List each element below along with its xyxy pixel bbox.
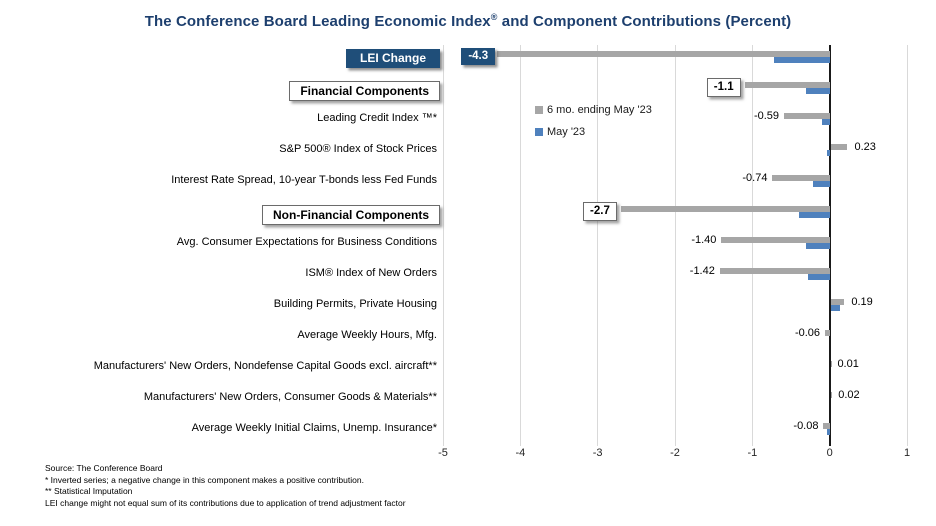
bar-may <box>806 243 830 249</box>
bar-6mo <box>823 423 830 429</box>
legend: 6 mo. ending May '23 May '23 <box>535 102 652 146</box>
category-label: S&P 500® Index of Stock Prices <box>279 143 437 155</box>
category-label: Avg. Consumer Expectations for Business … <box>176 236 437 248</box>
footnote-statistical-imputation: ** Statistical Imputation <box>45 486 133 496</box>
bar-6mo <box>830 299 845 305</box>
category-label: Leading Credit Index ™* <box>317 112 437 124</box>
x-tick-label: -2 <box>670 447 680 459</box>
bar-may <box>812 181 830 187</box>
category-label: Building Permits, Private Housing <box>273 298 437 310</box>
value-label: -0.08 <box>793 420 819 432</box>
x-tick-label: -3 <box>592 447 603 459</box>
x-tick-label: -4 <box>515 447 526 459</box>
legend-swatch-blue <box>535 127 543 136</box>
bar-6mo <box>784 113 830 119</box>
bar-6mo <box>825 330 830 336</box>
bar-6mo <box>719 268 830 274</box>
category-label: Manufacturers' New Orders, Nondefense Ca… <box>93 360 437 372</box>
footnotes: Source: The Conference Board * Inverted … <box>45 463 406 509</box>
value-label-section: -1.1 <box>706 78 741 97</box>
bar-6mo <box>497 51 830 57</box>
value-label: -1.42 <box>689 265 715 277</box>
value-label: -0.06 <box>794 327 821 339</box>
bar-6mo <box>721 237 830 243</box>
chart-title: The Conference Board Leading Economic In… <box>0 12 936 30</box>
bar-6mo <box>620 206 830 212</box>
x-tick-label: -1 <box>747 447 758 459</box>
value-label-lei: -4.3 <box>461 48 496 65</box>
chart-title-text: The Conference Board Leading Economic In… <box>144 13 491 30</box>
category-label: Interest Rate Spread, 10-year T-bonds le… <box>171 174 437 186</box>
value-label: 0.23 <box>854 141 876 153</box>
gridline <box>906 45 908 446</box>
value-label: 0.19 <box>851 296 873 308</box>
x-tick-label: 1 <box>903 447 911 459</box>
bar-may <box>826 150 830 156</box>
gridline <box>751 45 753 446</box>
value-label: -0.59 <box>753 110 780 122</box>
zero-axis-line <box>828 45 831 446</box>
value-label: -1.40 <box>691 234 717 246</box>
bar-may <box>821 119 830 125</box>
category-label: ISM® Index of New Orders <box>305 267 437 279</box>
bar-6mo <box>772 175 830 181</box>
category-label-lei: LEI Change <box>345 49 440 68</box>
chart-title-suffix: and Component Contributions (Percent) <box>497 13 792 30</box>
category-label: Average Weekly Hours, Mfg. <box>297 329 437 341</box>
category-label-section: Financial Components <box>289 81 440 101</box>
legend-item-may: May '23 <box>535 124 652 139</box>
registered-trademark-symbol: ® <box>490 12 498 22</box>
bar-6mo <box>830 361 832 367</box>
value-label-section: -2.7 <box>583 202 617 221</box>
gridline <box>597 45 599 446</box>
legend-label-6mo: 6 mo. ending May '23 <box>547 103 652 116</box>
bar-6mo <box>830 392 832 398</box>
value-label: -0.74 <box>742 172 768 184</box>
value-label: 0.01 <box>837 358 859 370</box>
bar-may <box>830 305 840 311</box>
x-tick-label: -5 <box>438 447 448 459</box>
bar-may <box>773 57 830 63</box>
gridline <box>519 45 521 446</box>
gridline <box>674 45 676 446</box>
bar-may <box>806 88 830 94</box>
legend-swatch-gray <box>535 105 543 114</box>
bar-6mo <box>744 82 830 88</box>
footnote-trend-adjustment: LEI change might not equal sum of its co… <box>45 497 406 508</box>
bar-may <box>808 274 830 280</box>
category-label-section: Non-Financial Components <box>262 205 440 225</box>
x-tick-label: 0 <box>826 447 833 459</box>
value-label: 0.02 <box>838 389 860 401</box>
bar-may <box>798 212 830 218</box>
footnote-source: Source: The Conference Board <box>45 463 163 473</box>
legend-item-6mo: 6 mo. ending May '23 <box>535 102 652 117</box>
legend-label-may: May '23 <box>547 125 586 138</box>
category-label: Manufacturers' New Orders, Consumer Good… <box>143 391 437 403</box>
gridline <box>442 45 444 446</box>
bar-may <box>827 429 830 435</box>
bar-6mo <box>830 144 848 150</box>
category-label: Average Weekly Initial Claims, Unemp. In… <box>191 422 437 434</box>
footnote-inverted-series: * Inverted series; a negative change in … <box>45 474 364 485</box>
